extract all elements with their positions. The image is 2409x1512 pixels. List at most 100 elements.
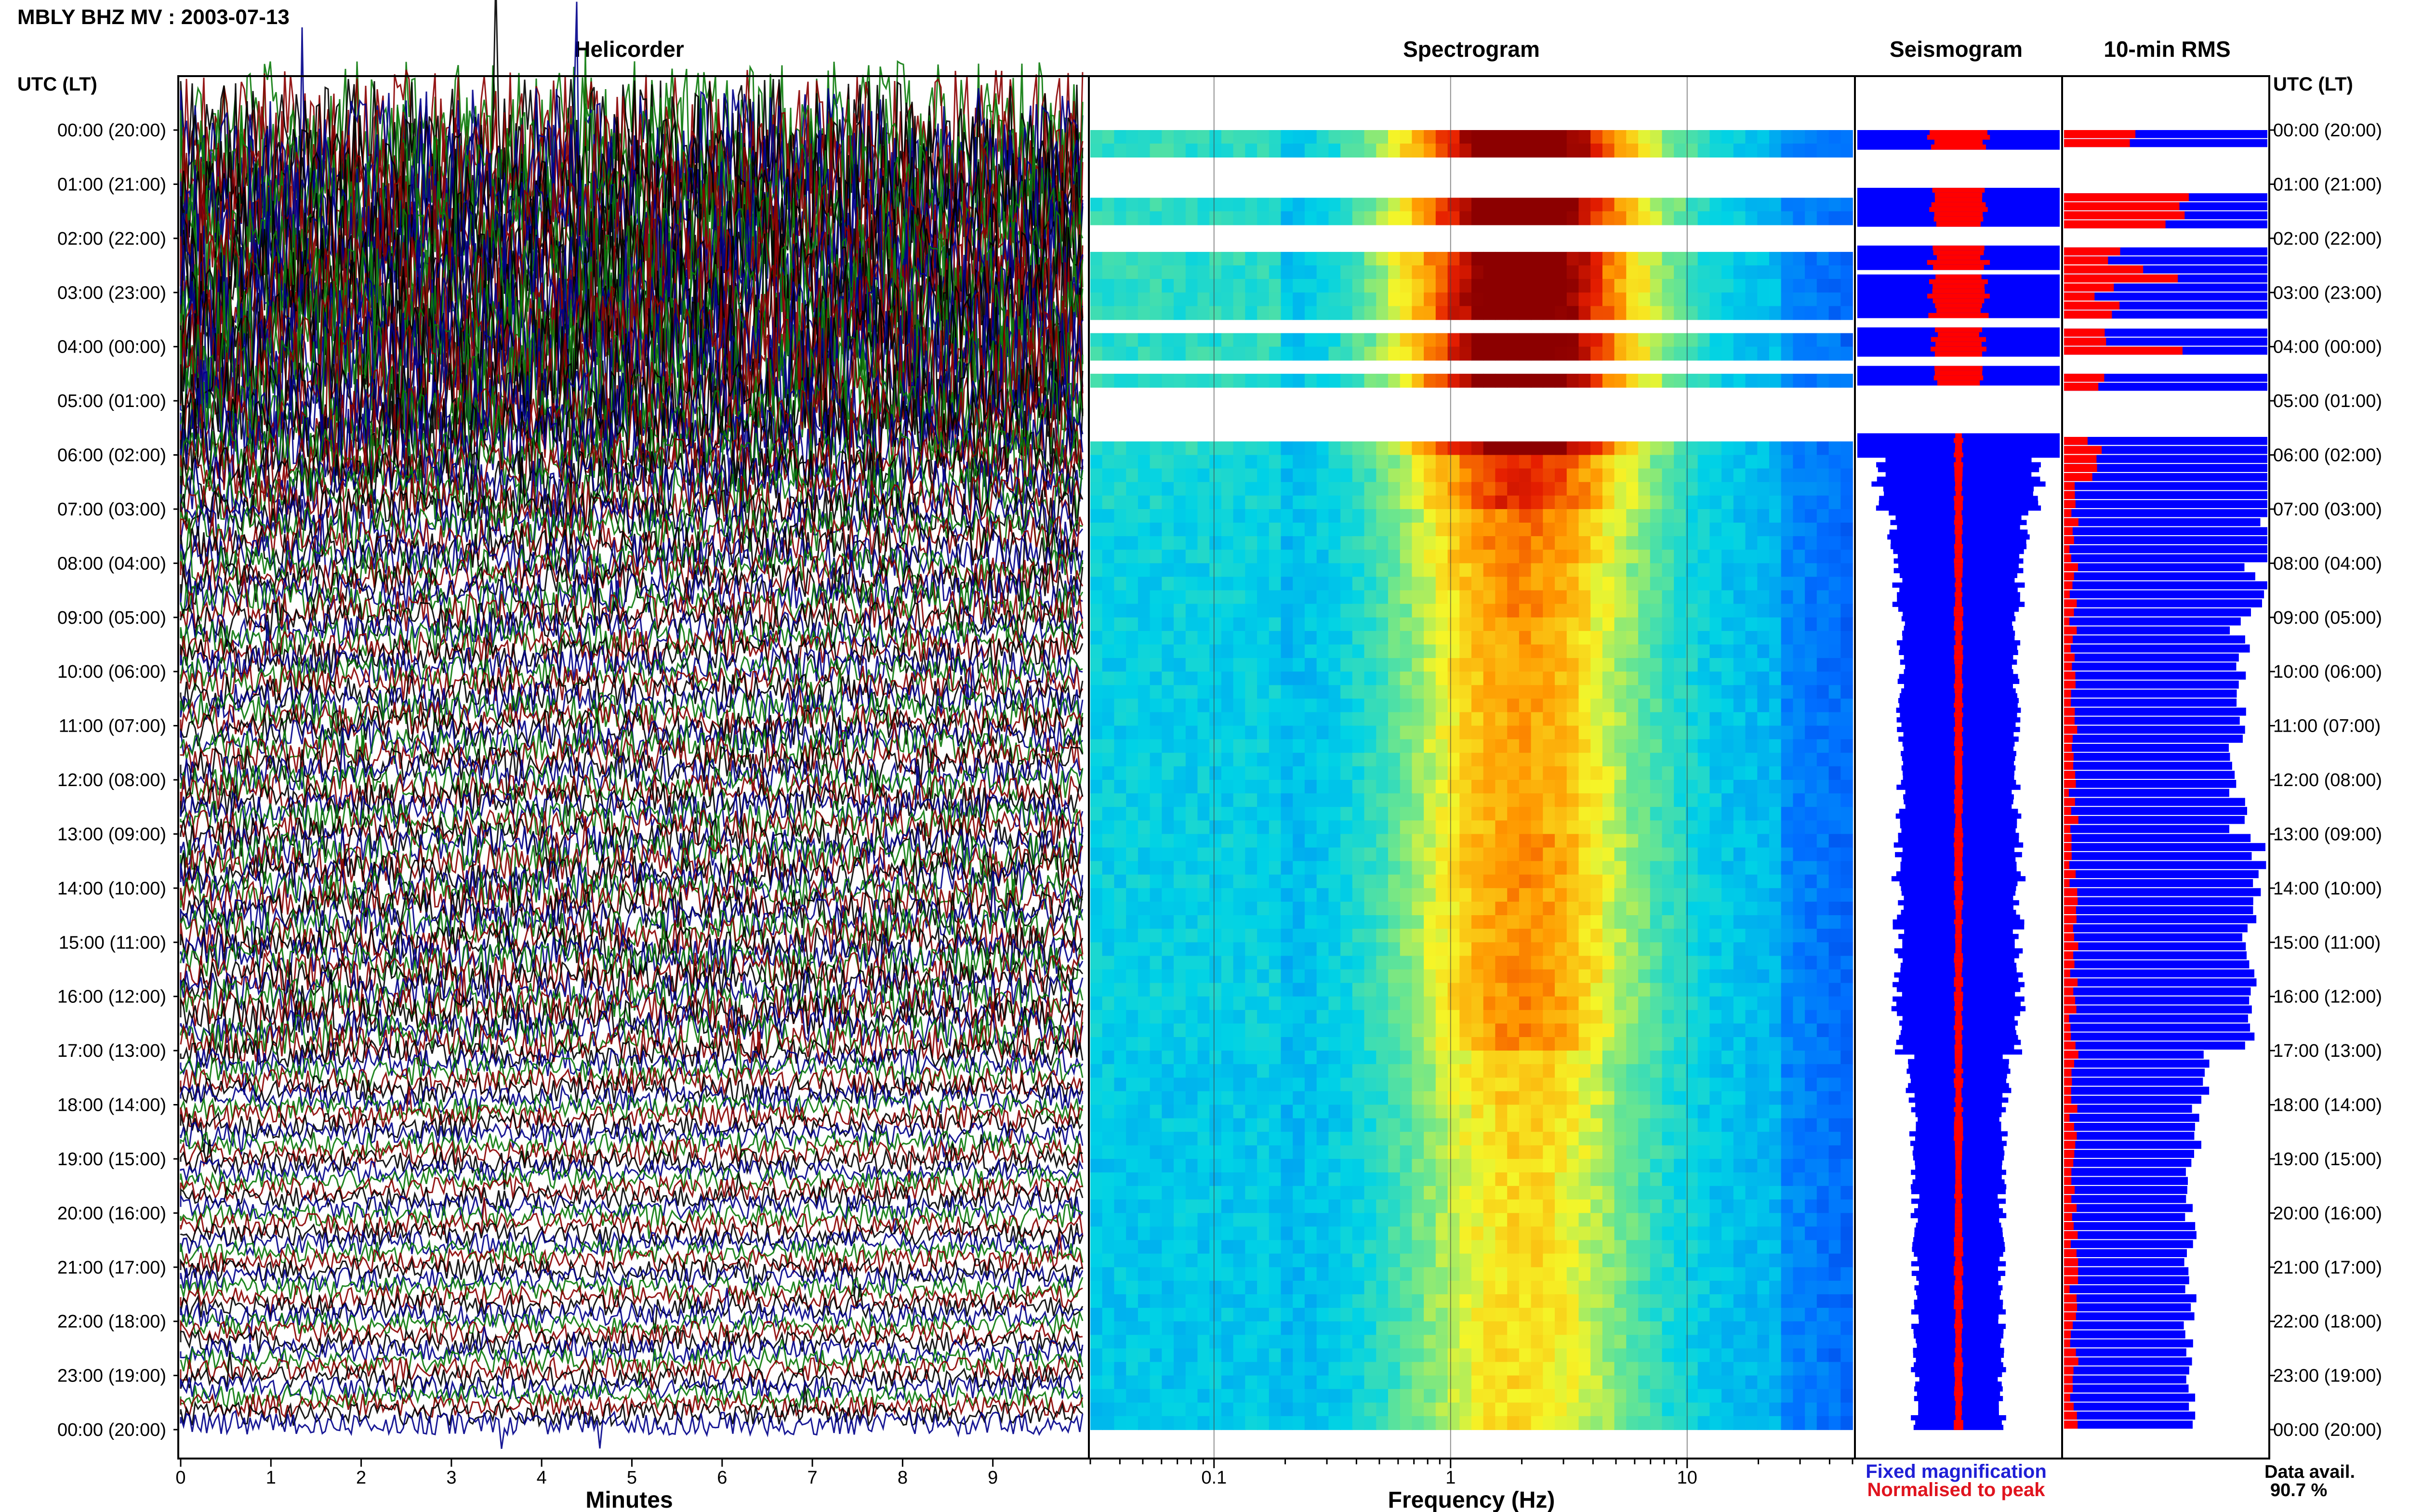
spectrogram-cell — [1352, 996, 1365, 1011]
spectrogram-cell — [1793, 1158, 1805, 1173]
spectrogram-cell — [1471, 888, 1484, 902]
spectrogram-cell — [1495, 1051, 1508, 1065]
spectrogram-cell — [1114, 888, 1126, 902]
spectrogram-cell — [1578, 1186, 1591, 1200]
spectrogram-cell — [1257, 1145, 1270, 1159]
spectrogram-cell — [1507, 671, 1520, 686]
spectrogram-cell — [1304, 658, 1317, 672]
spectrogram-cell — [1138, 671, 1151, 686]
spectrogram-cell — [1495, 725, 1508, 740]
spectrogram-cell — [1602, 523, 1615, 537]
spectrogram-cell — [1269, 536, 1282, 550]
spectrogram-cell — [1578, 550, 1591, 564]
spectrogram-cell — [1816, 468, 1829, 483]
spectrogram-cell — [1697, 523, 1710, 537]
spectrogram-cell — [1674, 1145, 1686, 1159]
spectrogram-cell — [1662, 685, 1674, 699]
spectrogram-cell — [1185, 780, 1198, 794]
spectrogram-cell — [1185, 847, 1198, 862]
spectrogram-cell — [1840, 847, 1853, 862]
spectrogram-cell — [1435, 333, 1448, 347]
spectrogram-cell — [1721, 144, 1734, 158]
spectrogram-cell — [1304, 550, 1317, 564]
spectrogram-cell — [1316, 1091, 1329, 1105]
spectrogram-cell — [1400, 1091, 1413, 1105]
spectrogram-cell — [1221, 888, 1234, 902]
spectrogram-cell — [1471, 265, 1484, 279]
spectrogram-cell — [1435, 942, 1448, 957]
spectrogram-cell — [1138, 1226, 1151, 1241]
spectrogram-cell — [1566, 888, 1579, 902]
spectrogram-cell — [1138, 523, 1151, 537]
spectrogram-cell — [1840, 130, 1853, 144]
spectrogram-cell — [1304, 780, 1317, 794]
spectrogram-cell — [1519, 441, 1532, 456]
spectrogram-cell — [1555, 969, 1567, 984]
spectrogram-cell — [1674, 1010, 1686, 1024]
spectrogram-cell — [1304, 1199, 1317, 1214]
spectrogram-cell — [1507, 725, 1520, 740]
spectrogram-cell — [1519, 1172, 1532, 1186]
spectrogram-cell — [1364, 820, 1377, 835]
spectrogram-cell — [1328, 211, 1341, 225]
spectrogram-cell — [1685, 983, 1698, 997]
spectrogram-cell — [1840, 1280, 1853, 1295]
spectrogram-cell — [1126, 1023, 1138, 1038]
spectrogram-cell — [1590, 563, 1603, 578]
spectrogram-cell — [1328, 712, 1341, 726]
spectrogram-cell — [1757, 793, 1770, 807]
spectrogram-cell — [1483, 1118, 1496, 1132]
spectrogram-cell — [1733, 265, 1746, 279]
helicorder-trace — [180, 621, 1083, 705]
spectrogram-cell — [1745, 441, 1758, 456]
spectrogram-cell — [1602, 265, 1615, 279]
spectrogram-cell — [1197, 1010, 1210, 1024]
spectrogram-cell — [1685, 671, 1698, 686]
spectrogram-cell — [1828, 292, 1841, 307]
spectrogram-cell — [1293, 346, 1305, 361]
spectrogram-cell — [1388, 495, 1401, 510]
spectrogram-cell — [1555, 509, 1567, 523]
spectrogram-cell — [1662, 495, 1674, 510]
spectrogram-cell — [1447, 197, 1460, 212]
spectrogram-cell — [1507, 144, 1520, 158]
spectrogram-cell — [1257, 1091, 1270, 1105]
spectrogram-cell — [1162, 1010, 1174, 1024]
spectrogram-cell — [1293, 1226, 1305, 1241]
spectrogram-cell — [1816, 929, 1829, 943]
spectrogram-cell — [1412, 685, 1424, 699]
spectrogram-cell — [1507, 333, 1520, 347]
spectrogram-cell — [1495, 644, 1508, 658]
spectrogram-cell — [1685, 1199, 1698, 1214]
spectrogram-cell — [1126, 901, 1138, 916]
spectrogram-cell — [1507, 577, 1520, 591]
spectrogram-cell — [1435, 1158, 1448, 1173]
helicorder-trace — [180, 498, 1084, 570]
spectrogram-cell — [1626, 455, 1639, 469]
spectrogram-cell — [1257, 1172, 1270, 1186]
spectrogram-cell — [1519, 292, 1532, 307]
spectrogram-cell — [1614, 725, 1627, 740]
spectrogram-cell — [1650, 1064, 1663, 1078]
spectrogram-cell — [1531, 1051, 1544, 1065]
spectrogram-cell — [1840, 563, 1853, 578]
spectrogram-cell — [1221, 969, 1234, 984]
spectrogram-cell — [1483, 1010, 1496, 1024]
spectrogram-cell — [1543, 685, 1555, 699]
spectrogram-cell — [1162, 901, 1174, 916]
spectrogram-cell — [1674, 1078, 1686, 1092]
spectrogram-cell — [1638, 712, 1651, 726]
spectrogram-cell — [1257, 780, 1270, 794]
spectrogram-cell — [1757, 482, 1770, 496]
spectrogram-cell — [1400, 577, 1413, 591]
spectrogram-cell — [1304, 1118, 1317, 1132]
spectrogram-cell — [1459, 1023, 1472, 1038]
spectrogram-cell — [1400, 915, 1413, 929]
spectrogram-cell — [1555, 292, 1567, 307]
spectrogram-cell — [1793, 1131, 1805, 1146]
spectrogram-cell — [1507, 1051, 1520, 1065]
spectrogram-cell — [1352, 658, 1365, 672]
spectrogram-cell — [1197, 725, 1210, 740]
spectrogram-cell — [1281, 929, 1293, 943]
spectrogram-cell — [1364, 536, 1377, 550]
